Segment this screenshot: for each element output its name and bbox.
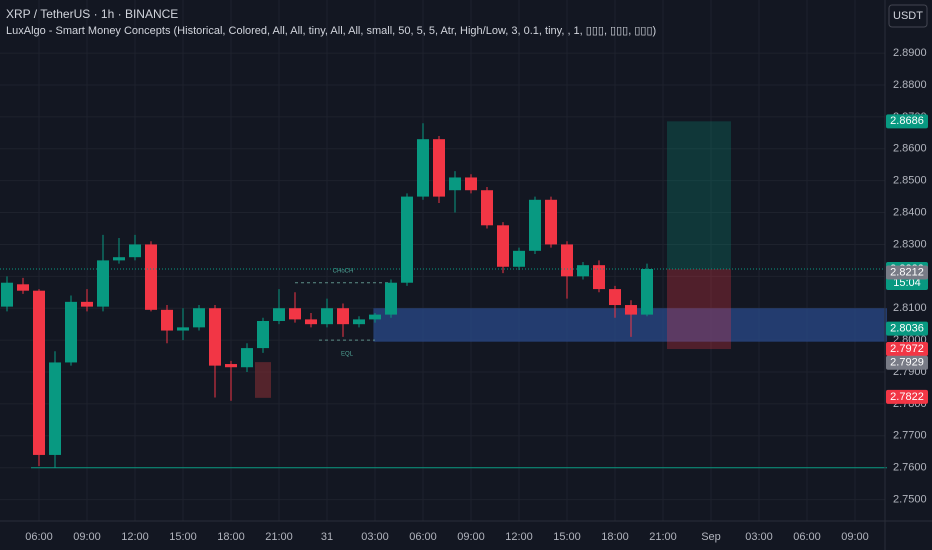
candle-body bbox=[273, 308, 285, 321]
x-tick-label: 03:00 bbox=[361, 531, 389, 543]
candle-body bbox=[641, 268, 653, 315]
y-tick-label: 2.7500 bbox=[893, 493, 927, 505]
candle-body bbox=[65, 301, 77, 363]
candle-body bbox=[257, 320, 269, 349]
candle-body bbox=[161, 309, 173, 331]
candle-body bbox=[417, 139, 429, 197]
stop-zone bbox=[667, 268, 731, 350]
currency-label[interactable]: USDT bbox=[893, 10, 923, 22]
candle-body bbox=[609, 289, 621, 306]
x-tick-label: 09:00 bbox=[73, 531, 101, 543]
order-block bbox=[255, 362, 271, 398]
price-tag-label: 2.8036 bbox=[890, 323, 924, 335]
candle-body bbox=[481, 190, 493, 226]
y-tick-label: 2.7600 bbox=[893, 462, 927, 474]
candle-body bbox=[529, 199, 541, 251]
structure-label: EQL bbox=[341, 352, 354, 358]
candle-body bbox=[625, 305, 637, 315]
price-tag-label: 2.7929 bbox=[890, 357, 924, 369]
x-tick-label: 06:00 bbox=[25, 531, 53, 543]
candle-body bbox=[17, 284, 29, 291]
candle-body bbox=[129, 244, 141, 258]
plot: CHoCH EQL bbox=[0, 121, 887, 469]
structure-label: CHoCH bbox=[333, 268, 354, 274]
candle-body bbox=[177, 327, 189, 331]
candle-body bbox=[209, 308, 221, 366]
y-tick-label: 2.8300 bbox=[893, 238, 927, 250]
y-tick-label: 2.8500 bbox=[893, 175, 927, 187]
price-tag bbox=[886, 114, 928, 129]
countdown: 15:04 bbox=[893, 277, 921, 289]
price-tag bbox=[886, 342, 928, 357]
candle-body bbox=[225, 364, 237, 368]
candle-body bbox=[561, 244, 573, 277]
candle-body bbox=[593, 265, 605, 290]
x-tick-label: 18:00 bbox=[217, 531, 245, 543]
candle-body bbox=[465, 177, 477, 191]
x-tick-label: 12:00 bbox=[121, 531, 149, 543]
chart-title: XRP / TetherUS · 1h · BINANCE bbox=[6, 7, 178, 21]
candle-body bbox=[545, 199, 557, 245]
candle-body bbox=[513, 250, 525, 267]
x-tick-label: 09:00 bbox=[841, 531, 869, 543]
candle-body bbox=[97, 260, 109, 307]
x-tick-label: 15:00 bbox=[169, 531, 197, 543]
x-tick-label: 12:00 bbox=[505, 531, 533, 543]
y-tick-label: 2.8400 bbox=[893, 206, 927, 218]
candle-body bbox=[193, 308, 205, 328]
price-tag bbox=[886, 355, 928, 370]
candle-body bbox=[449, 177, 461, 191]
y-tick-label: 2.7700 bbox=[893, 430, 927, 442]
candle-body bbox=[369, 314, 381, 320]
y-tick-label: 2.8100 bbox=[893, 302, 927, 314]
candle-body bbox=[497, 225, 509, 267]
price-tag-label: 2.8212 bbox=[890, 266, 924, 278]
candle-body bbox=[289, 308, 301, 320]
currency-button[interactable] bbox=[888, 4, 928, 28]
candle-body bbox=[433, 139, 445, 197]
target-zone bbox=[667, 121, 731, 269]
candle-body bbox=[385, 282, 397, 315]
candle-body bbox=[113, 257, 125, 261]
price-tag bbox=[886, 389, 928, 404]
x-tick-label: 15:00 bbox=[553, 531, 581, 543]
indicator-label: LuxAlgo - Smart Money Concepts (Historic… bbox=[6, 25, 656, 37]
x-tick-label: 06:00 bbox=[409, 531, 437, 543]
price-tag bbox=[886, 321, 928, 336]
candle-body bbox=[81, 301, 93, 307]
candle-body bbox=[241, 348, 253, 368]
x-tick-label: 03:00 bbox=[745, 531, 773, 543]
y-tick-label: 2.8900 bbox=[893, 47, 927, 59]
candle-body bbox=[49, 362, 61, 455]
x-tick-label: 09:00 bbox=[457, 531, 485, 543]
candle-body bbox=[401, 196, 413, 283]
x-tick-label: 21:00 bbox=[649, 531, 677, 543]
x-tick-label: 06:00 bbox=[793, 531, 821, 543]
candle-body bbox=[1, 282, 13, 307]
y-tick-label: 2.8600 bbox=[893, 143, 927, 155]
price-tag-label: 2.7972 bbox=[890, 343, 924, 355]
candle-body bbox=[337, 308, 349, 325]
x-tick-label: 18:00 bbox=[601, 531, 629, 543]
candle-body bbox=[353, 319, 365, 325]
candle-body bbox=[577, 265, 589, 277]
candle-body bbox=[305, 319, 317, 325]
x-tick-label: 31 bbox=[321, 531, 333, 543]
y-tick-label: 2.8800 bbox=[893, 79, 927, 91]
price-tag-label: 2.8686 bbox=[890, 115, 924, 127]
candle-body bbox=[321, 308, 333, 325]
candle-body bbox=[145, 244, 157, 310]
price-tag bbox=[886, 265, 928, 280]
price-tag-label: 2.7822 bbox=[890, 391, 924, 403]
x-tick-label: 21:00 bbox=[265, 531, 293, 543]
candle-body bbox=[33, 290, 45, 455]
axis: 2.75002.76002.77002.78002.79002.80002.81… bbox=[25, 47, 928, 543]
x-tick-label: Sep bbox=[701, 531, 721, 543]
